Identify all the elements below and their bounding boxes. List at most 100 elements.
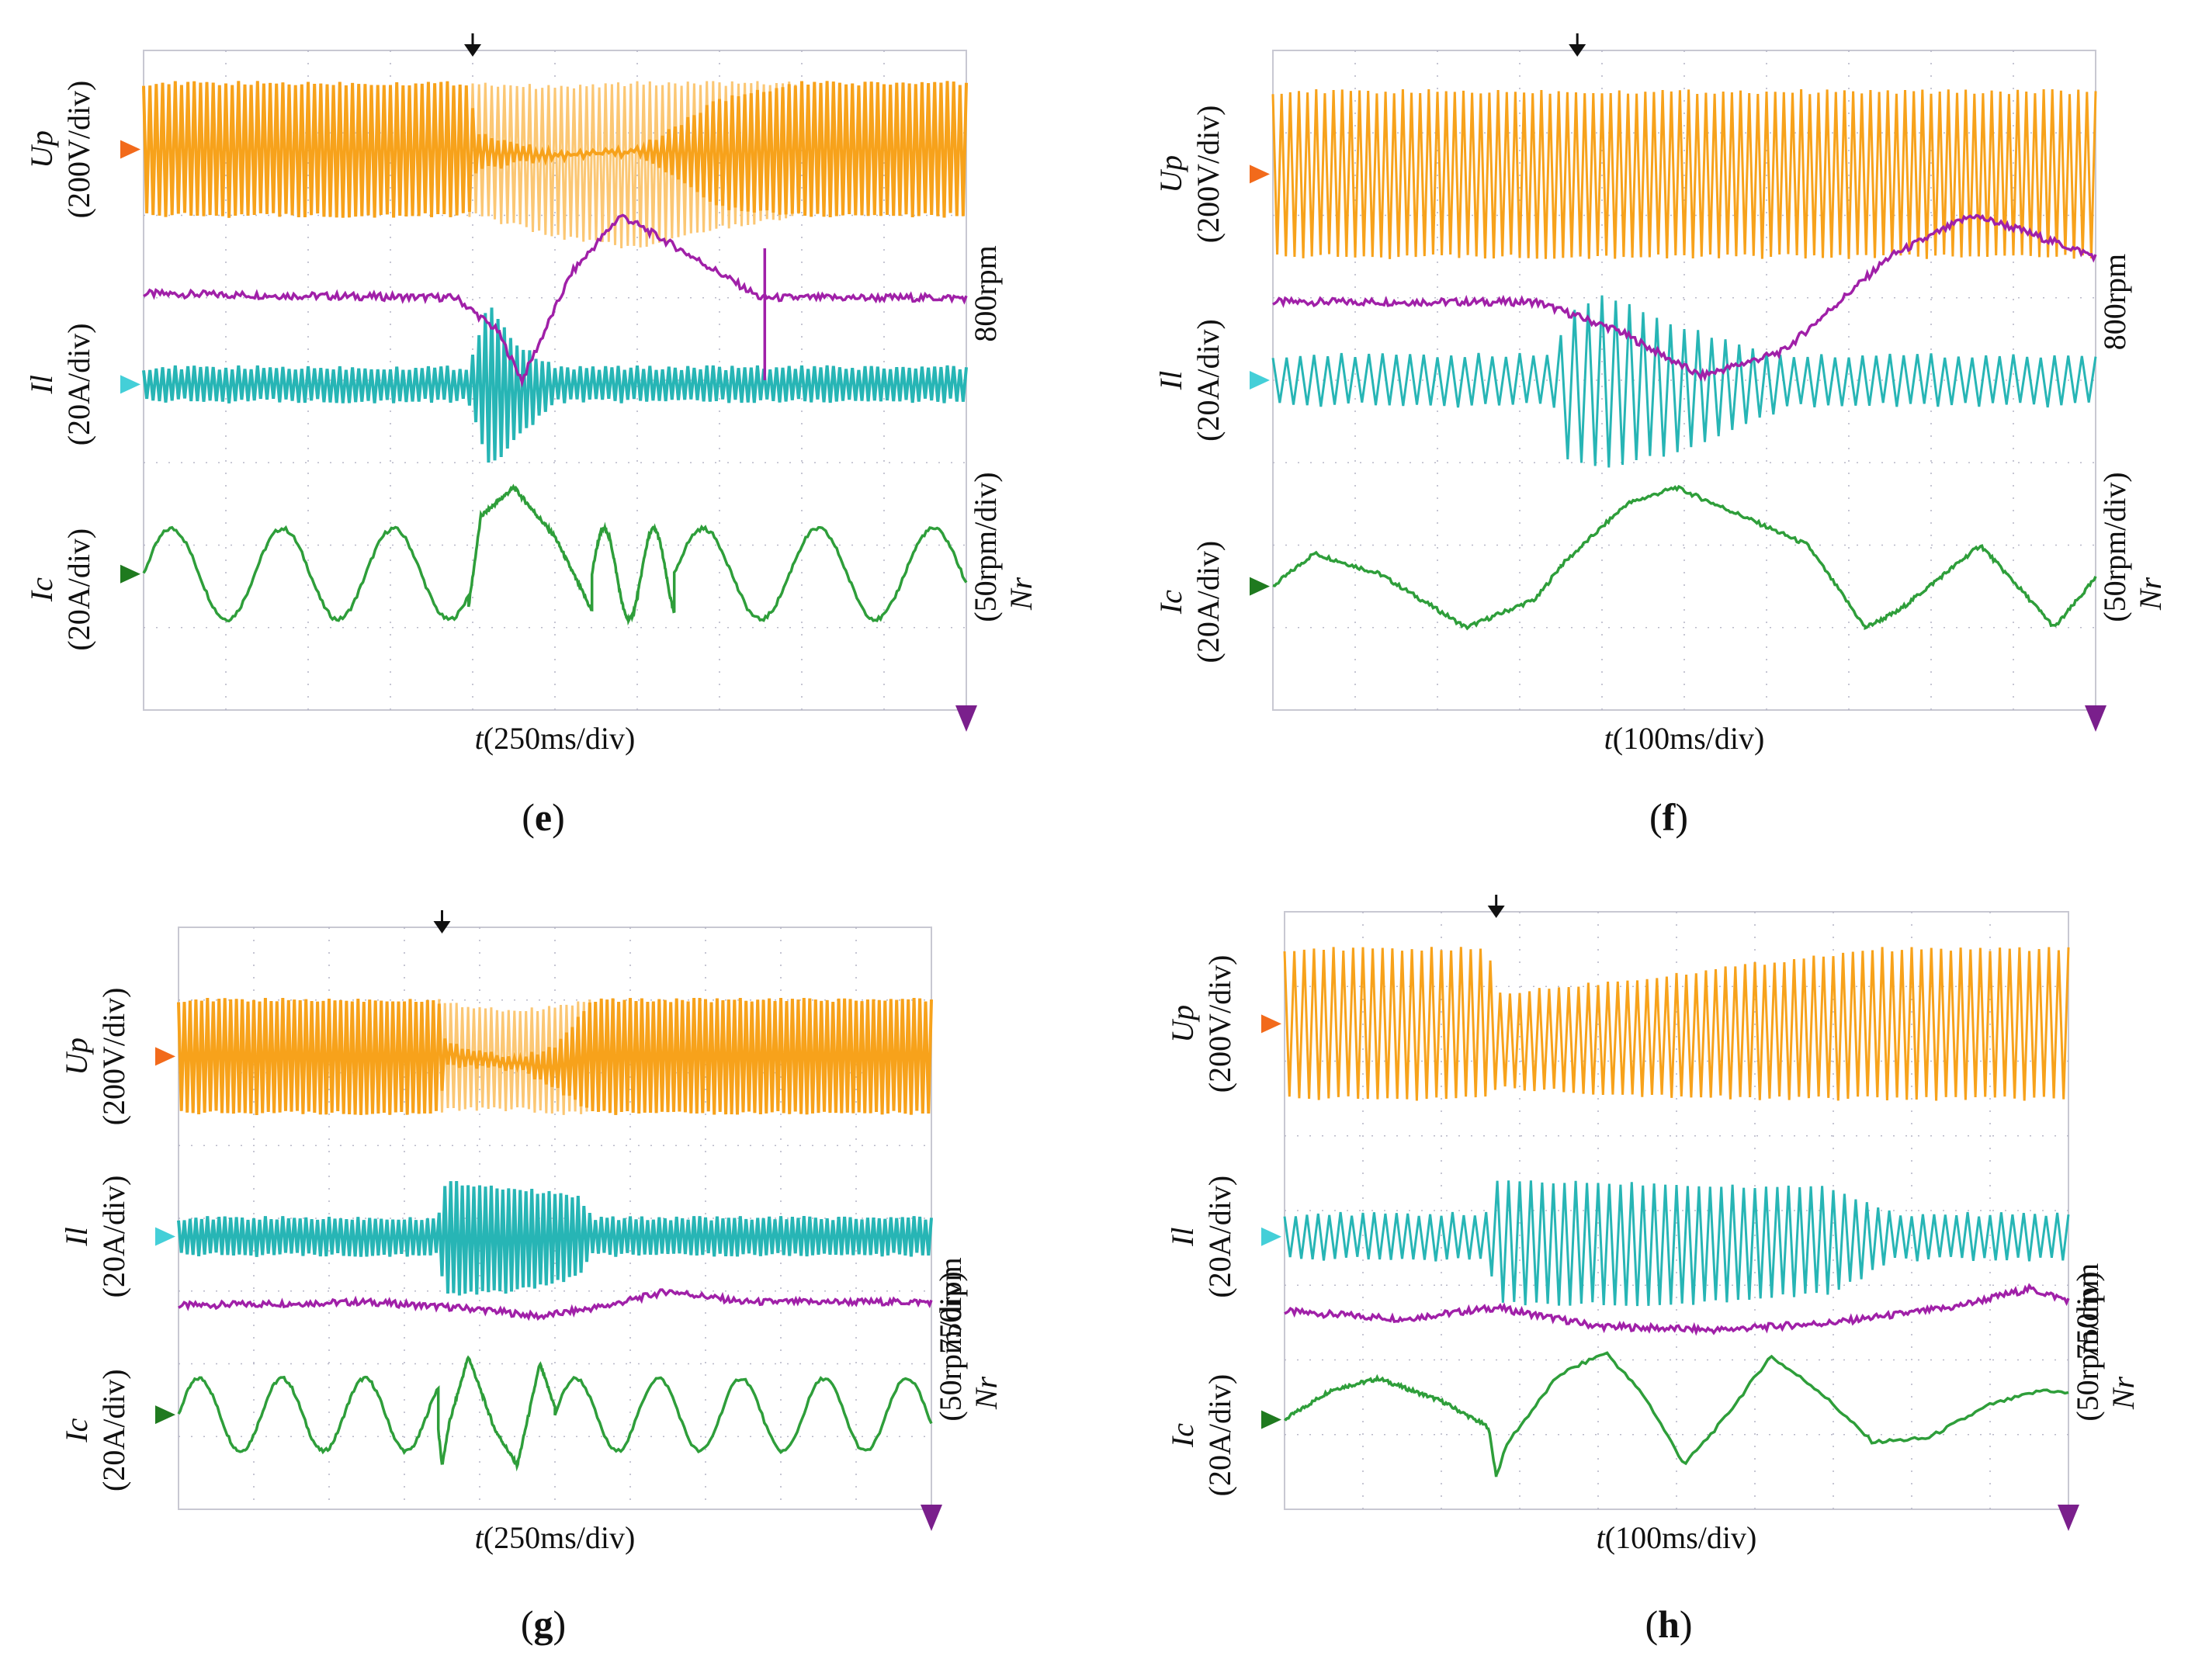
ylabel-up: Up (200V/div) (59, 988, 131, 1126)
ylabel-ic-symbol: Ic (1153, 590, 1188, 615)
trace-up (142, 81, 968, 218)
ylabel-il: Il (20A/div) (1153, 319, 1226, 442)
channel-marker-il-icon (1250, 371, 1270, 390)
speed-reference: 800rpm (968, 245, 1003, 341)
ylabel-il-symbol: Il (1165, 1227, 1200, 1246)
panel-label: (g) (521, 1602, 566, 1646)
channel-marker-up-icon (1261, 1014, 1281, 1034)
trigger-marker-icon (433, 921, 451, 934)
x-axis-scale: (100ms/div) (1605, 1520, 1757, 1555)
ylabel-up-symbol: Up (1153, 155, 1188, 193)
panel-label: (h) (1645, 1602, 1692, 1646)
trace-ic (1284, 1351, 2069, 1477)
trace-nr (143, 213, 968, 388)
x-axis-label: t(100ms/div) (1597, 1520, 1757, 1555)
x-axis-symbol: t (475, 1520, 484, 1555)
panel-label-letter: g (534, 1602, 553, 1646)
ylabel-up-symbol: Up (59, 1037, 94, 1076)
ylabel-nr-scale: (50rpm/div) (933, 1271, 968, 1421)
ylabel-nr: (50rpm/div) (933, 1271, 968, 1421)
trace-nr (178, 1288, 933, 1321)
trace-il (177, 1181, 933, 1296)
panel-label-open: ( (522, 795, 535, 839)
panel-label-letter: h (1658, 1602, 1680, 1646)
x-axis-symbol: t (475, 721, 484, 756)
speed-reference: 800rpm (2097, 254, 2132, 350)
channel-marker-nr-icon (921, 1505, 942, 1531)
panel-label-close: ) (553, 1602, 567, 1646)
trace-il (1283, 1180, 2070, 1307)
channel-marker-il-icon (1261, 1227, 1281, 1246)
ylabel-up-scale: (200V/div) (61, 81, 96, 219)
panel-label-open: ( (1645, 1602, 1658, 1646)
ylabel-nr-scale: (50rpm/div) (2097, 472, 2132, 622)
ylabel-il: Il (20A/div) (59, 1176, 131, 1298)
x-axis-scale: (100ms/div) (1613, 721, 1765, 756)
channel-marker-nr-icon (2085, 705, 2107, 732)
channel-marker-ic-icon (1250, 577, 1270, 596)
ylabel-up: Up (200V/div) (1165, 954, 1237, 1093)
panel-label-close: ) (1675, 795, 1688, 839)
panel-f: Up (200V/div)Il (20A/div)Ic (20A/div)800rpm… (1153, 33, 2168, 839)
ylabel-nr-scale: (50rpm/div) (968, 472, 1003, 622)
ylabel-nr-sym: Nr (2106, 1376, 2141, 1410)
trace-il (142, 307, 968, 463)
ylabel-nr-symbol: Nr (1004, 577, 1039, 611)
panel-label: (f) (1649, 795, 1688, 839)
ylabel-up: Up (200V/div) (24, 81, 96, 219)
ylabel-il-scale: (20A/div) (1191, 319, 1226, 442)
ylabel-nr: (50rpm/div) (2097, 472, 2132, 622)
ylabel-nr-sym: Nr (1004, 577, 1039, 611)
ylabel-il-symbol: Il (59, 1227, 94, 1246)
trace-nr (1284, 1283, 2070, 1336)
trigger-marker-icon (1487, 906, 1505, 918)
channel-marker-il-icon (120, 375, 140, 394)
speed-reference: 750rpm (2070, 1263, 2105, 1360)
ylabel-nr: (50rpm/div) (968, 472, 1003, 622)
ylabel-up-scale: (200V/div) (1191, 105, 1226, 243)
panel-label-letter: f (1663, 795, 1677, 839)
ylabel-ic-scale: (20A/div) (1191, 541, 1226, 663)
panel-g: Up (200V/div) Il (20A/div) Ic (20A/div) 750rpm… (59, 910, 1004, 1646)
ylabel-nr-sym: Nr (2133, 577, 2168, 611)
panel-h: Up (200V/div)Il (20A/div)Ic (20A/div)750rpm… (1165, 895, 2141, 1646)
ylabel-ic: Ic (20A/div) (1153, 541, 1226, 663)
trigger-marker-icon (464, 44, 481, 57)
ylabel-up-scale: (200V/div) (1202, 954, 1237, 1093)
speed-reference-label: 750rpm (933, 1257, 968, 1353)
ylabel-nr-symbol: Nr (2106, 1376, 2141, 1410)
x-axis-scale: (250ms/div) (484, 721, 636, 756)
ylabel-il-symbol: Il (1153, 371, 1188, 390)
panel-label-close: ) (1680, 1602, 1693, 1646)
trace-ic (1272, 484, 2097, 631)
trace-il (1271, 295, 2097, 468)
channel-marker-up-icon (120, 140, 140, 159)
ylabel-ic-symbol: Ic (59, 1418, 94, 1443)
channel-marker-up-icon (1250, 165, 1270, 184)
speed-reference-label: 800rpm (968, 245, 1003, 341)
ylabel-nr: (50rpm/div) (2070, 1271, 2105, 1421)
trigger-marker-icon (1569, 44, 1586, 57)
speed-reference-label: 750rpm (2070, 1263, 2105, 1360)
channel-marker-ic-icon (155, 1405, 175, 1425)
ylabel-il-symbol: Il (24, 375, 59, 394)
ylabel-ic-scale: (20A/div) (96, 1369, 131, 1491)
speed-reference: 750rpm (933, 1257, 968, 1353)
panel-label-open: ( (521, 1602, 534, 1646)
ylabel-il-scale: (20A/div) (1202, 1176, 1237, 1298)
ylabel-nr-symbol: Nr (969, 1376, 1004, 1410)
ylabel-il: Il (20A/div) (24, 323, 96, 445)
ylabel-ic-symbol: Ic (1165, 1423, 1200, 1448)
trace-up (177, 997, 933, 1115)
ylabel-up: Up (200V/div) (1153, 105, 1226, 243)
trace-nr (1272, 213, 2097, 383)
ylabel-nr-sym: Nr (969, 1376, 1004, 1410)
panel-e: Up (200V/div)Il (20A/div)Ic (20A/div)800rpm… (24, 33, 1039, 839)
channel-marker-ic-icon (1261, 1410, 1281, 1429)
ylabel-up-scale: (200V/div) (96, 988, 131, 1126)
trace-up (1271, 88, 2097, 259)
trace-ic (177, 1355, 933, 1472)
panel-label: (e) (522, 795, 565, 839)
x-axis-symbol: t (1604, 721, 1614, 756)
